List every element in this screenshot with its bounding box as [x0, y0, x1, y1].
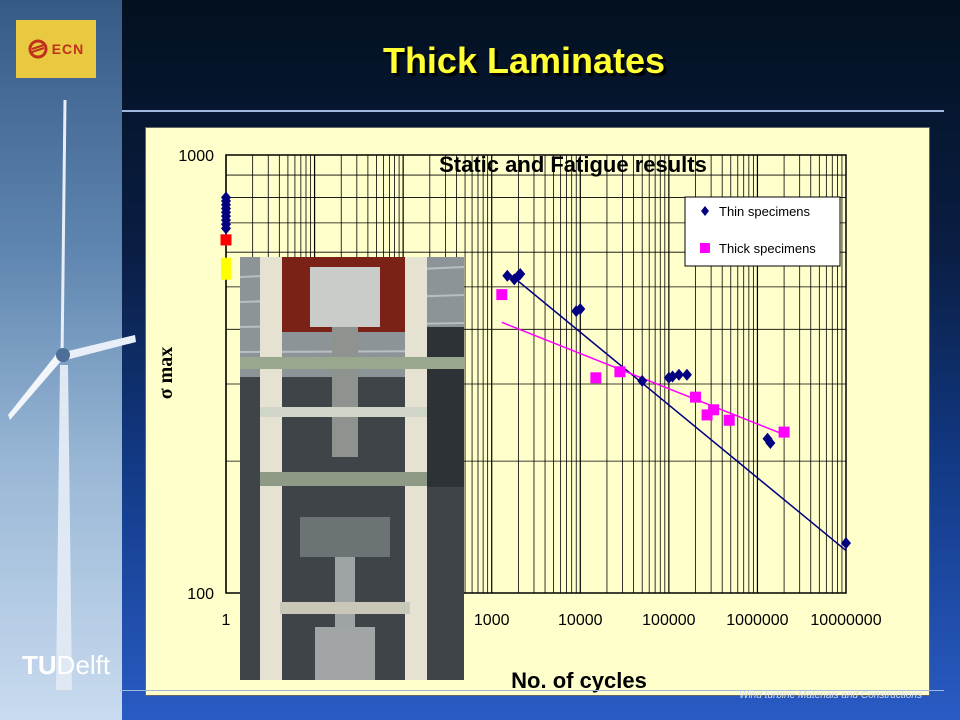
- tudelft-logo: TU Delft: [22, 650, 110, 681]
- data-point: [221, 257, 231, 280]
- data-point: [614, 366, 626, 378]
- data-point: [575, 303, 586, 316]
- data-point: [778, 426, 790, 438]
- x-tick-label: 100000: [642, 612, 695, 629]
- ecn-logo: ECN: [16, 20, 96, 78]
- data-point: [502, 269, 513, 282]
- title-divider: [122, 110, 944, 112]
- x-tick-label: 1: [222, 612, 231, 629]
- data-point: [708, 404, 720, 416]
- plot-frame: [225, 154, 847, 594]
- data-point: [673, 368, 684, 381]
- trend-line: [506, 271, 847, 552]
- chart-title: Static and Fatigue results: [439, 152, 707, 177]
- ecn-logo-text: ECN: [51, 41, 85, 57]
- data-point: [723, 414, 735, 426]
- y-tick-label: 100: [187, 586, 214, 603]
- slide-title: Thick Laminates: [382, 40, 666, 81]
- x-tick-label: 1000000: [726, 612, 788, 629]
- data-point: [637, 374, 648, 387]
- data-point: [765, 437, 776, 450]
- data-point: [701, 409, 713, 421]
- data-point: [590, 372, 602, 384]
- data-point: [221, 222, 231, 235]
- test-rig-photo: [240, 257, 464, 680]
- tudelft-logo-suffix: Delft: [56, 650, 111, 680]
- y-tick-label: 1000: [178, 148, 214, 165]
- legend-marker: [700, 243, 710, 253]
- x-tick-label: 1000: [474, 612, 510, 629]
- legend-label: Thin specimens: [719, 204, 811, 219]
- x-axis-label: No. of cycles: [511, 668, 647, 693]
- legend-marker: [701, 206, 709, 216]
- footer-divider: [120, 690, 944, 691]
- data-point: [841, 537, 851, 550]
- left-decoration-panel: ECN: [0, 0, 136, 720]
- wind-turbine-illustration: [8, 99, 136, 690]
- data-point: [690, 391, 702, 403]
- x-tick-label: 10000000: [810, 612, 881, 629]
- data-point: [681, 368, 692, 381]
- y-axis-label: σ max: [155, 347, 177, 400]
- x-tick-label: 10000: [558, 612, 603, 629]
- data-point-static-thick: [220, 234, 232, 246]
- data-point: [496, 289, 508, 301]
- data-point: [515, 267, 526, 280]
- legend: Thin specimens Thick specimens: [684, 196, 841, 267]
- tudelft-logo-prefix: TU: [22, 650, 57, 680]
- legend-label: Thick specimens: [719, 241, 816, 256]
- ecn-swirl-icon: [28, 39, 48, 59]
- footer-text: Wind turbine Materials and Constructions: [739, 690, 922, 701]
